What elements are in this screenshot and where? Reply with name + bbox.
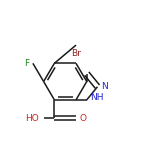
Text: F: F	[24, 59, 29, 68]
Text: NH: NH	[90, 93, 104, 102]
Text: Br: Br	[71, 49, 81, 58]
Text: HO: HO	[25, 114, 38, 123]
Text: O: O	[80, 114, 87, 123]
Text: N: N	[101, 82, 108, 91]
